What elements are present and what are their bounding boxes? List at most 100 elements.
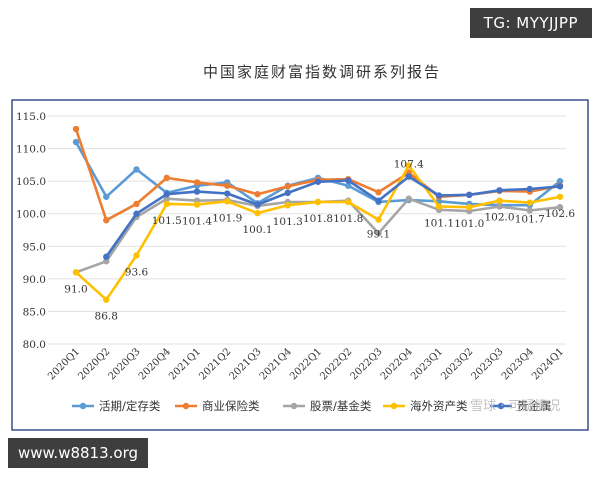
chart-title: 中国家庭财富指数调研系列报告 (203, 63, 441, 81)
x-axis-ticks: 2020Q12020Q22020Q32020Q42021Q12021Q22021… (46, 346, 566, 382)
data-point (224, 198, 231, 205)
legend-swatch-marker (390, 402, 398, 410)
legend-label: 海外资产类 (410, 399, 468, 413)
data-label: 101.1 (424, 218, 454, 230)
x-tick-label: 2022Q3 (349, 346, 385, 382)
data-point (496, 187, 503, 194)
x-tick-label: 2020Q4 (137, 346, 173, 382)
y-tick-label: 90.0 (23, 274, 46, 286)
data-point (496, 203, 503, 210)
data-label: 86.8 (95, 311, 118, 323)
data-point (375, 189, 382, 196)
data-point (466, 191, 473, 199)
data-point (556, 183, 564, 190)
data-point (72, 125, 80, 133)
legend-label: 股票/基金类 (310, 399, 372, 413)
legend-item: 贵金属 (490, 399, 552, 413)
x-tick-label: 2021Q1 (167, 346, 203, 382)
series-line (105, 175, 562, 258)
data-label: 101.8 (303, 213, 333, 225)
data-point (435, 203, 443, 210)
x-tick-label: 2020Q3 (107, 346, 143, 382)
legend-label: 商业保险类 (202, 399, 260, 413)
data-point (103, 217, 110, 224)
x-tick-label: 2022Q1 (288, 346, 324, 382)
data-label: 107.4 (394, 159, 424, 171)
data-point (405, 195, 412, 202)
data-point (103, 253, 110, 260)
data-point (224, 190, 231, 197)
series-group (72, 162, 564, 303)
data-label: 91.0 (64, 283, 87, 295)
data-point (133, 210, 140, 217)
data-point (314, 178, 322, 185)
data-point (193, 188, 201, 195)
data-point (375, 197, 382, 204)
x-tick-label: 2023Q1 (409, 346, 445, 382)
plot-frame (11, 99, 589, 431)
legend-swatch-marker (182, 402, 190, 410)
data-label: 102.0 (484, 212, 514, 224)
legend-swatch-marker (497, 402, 505, 410)
y-tick-label: 85.0 (23, 306, 46, 318)
data-point (526, 207, 533, 214)
series-line (74, 140, 562, 207)
data-label: 101.9 (212, 212, 242, 224)
y-tick-label: 100.0 (16, 209, 46, 221)
xueqiu-watermark: 雪球 · 可疑情况 (470, 398, 560, 414)
series-line (74, 164, 562, 301)
series-lines (72, 125, 564, 303)
tg-watermark-badge: TG: MYYJJPP (469, 8, 592, 38)
x-tick-label: 2021Q2 (197, 346, 233, 382)
data-point (526, 199, 533, 206)
data-point (163, 174, 170, 182)
y-axis-ticks: 80.0 85.0 90.0 95.0 100.0 105.0 110.0 115.0 (16, 111, 46, 351)
data-label: 101.7 (515, 214, 545, 226)
data-point (163, 200, 170, 208)
data-point (496, 197, 503, 204)
x-tick-label: 2023Q2 (439, 346, 475, 382)
x-tick-label: 2022Q4 (379, 346, 415, 382)
x-tick-label: 2023Q3 (470, 346, 506, 382)
data-point (103, 258, 110, 265)
data-label: 101.3 (273, 216, 303, 228)
x-tick-label: 2022Q2 (318, 346, 354, 382)
legend-item: 股票/基金类 (283, 399, 372, 413)
data-point (345, 182, 352, 189)
data-label: 101.5 (152, 215, 182, 227)
x-tick-label: 2020Q2 (76, 346, 112, 382)
data-point (163, 195, 170, 202)
legend-swatch-marker (79, 402, 87, 410)
data-point (375, 216, 382, 223)
data-point (345, 198, 352, 206)
legend-item: 商业保险类 (175, 399, 260, 413)
x-tick-label: 2021Q4 (258, 346, 294, 382)
x-tick-label: 2021Q3 (228, 346, 264, 382)
data-point (556, 204, 564, 211)
legend-item: 海外资产类 (383, 399, 468, 413)
x-tick-label: 2020Q1 (46, 346, 82, 382)
data-point (284, 189, 291, 197)
data-point (133, 166, 140, 173)
data-point (435, 192, 443, 199)
y-tick-label: 80.0 (23, 339, 46, 351)
data-point (103, 296, 110, 303)
data-point (133, 200, 140, 208)
legend-item: 活期/定存类 (72, 399, 161, 413)
x-tick-label: 2024Q1 (530, 346, 566, 382)
data-point (526, 185, 533, 193)
data-point (133, 252, 140, 259)
data-point (72, 138, 80, 146)
data-point (103, 193, 110, 200)
data-label: 101.8 (333, 213, 363, 225)
legend-label: 活期/定存类 (99, 399, 161, 413)
legend: 活期/定存类 商业保险类 股票/基金类 海外资产类 贵金属 (72, 399, 552, 413)
data-label: 101.0 (454, 218, 484, 230)
data-point (284, 202, 291, 209)
site-watermark-badge: www.w8813.org (8, 438, 149, 468)
series-group (72, 138, 564, 209)
legend-swatch-marker (290, 402, 298, 410)
data-point (72, 269, 80, 276)
data-point (224, 182, 231, 189)
